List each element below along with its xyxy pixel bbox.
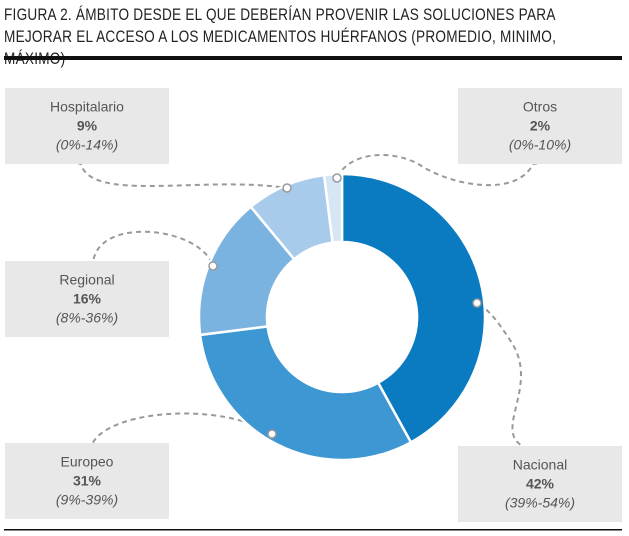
- connector: [91, 230, 214, 269]
- label-box: [458, 88, 622, 164]
- connector: [79, 159, 288, 189]
- footer-rule: [4, 529, 622, 531]
- category-label: Europeo: [61, 454, 114, 470]
- value-label: 31%: [73, 473, 102, 489]
- connector-dot: [208, 261, 218, 271]
- donut: [197, 172, 487, 462]
- donut-slice: [340, 172, 487, 445]
- connector: [476, 302, 538, 452]
- category-label: Regional: [59, 272, 114, 288]
- range-label: (8%-36%): [56, 310, 118, 326]
- category-label: Nacional: [513, 457, 567, 473]
- category-label: Otros: [523, 99, 557, 115]
- label-box: [5, 88, 169, 164]
- label-box: [5, 261, 169, 337]
- header-rule: [4, 56, 622, 60]
- value-label: 2%: [530, 118, 551, 134]
- chart-title: FIGURA 2. ÁMBITO DESDE EL QUE DEBERÍAN P…: [4, 5, 557, 68]
- connector-dot: [267, 429, 277, 439]
- range-label: (0%-14%): [56, 137, 118, 153]
- range-label: (0%-10%): [509, 137, 571, 153]
- value-label: 16%: [73, 291, 102, 307]
- label-box: [5, 443, 169, 519]
- value-label: 42%: [526, 476, 555, 492]
- label-box: [458, 446, 622, 522]
- value-label: 9%: [77, 118, 98, 134]
- category-label: Hospitalario: [50, 99, 124, 115]
- connector-dot: [282, 183, 292, 193]
- connector-dot: [332, 173, 342, 183]
- donut-slice: [322, 172, 344, 244]
- range-label: (39%-54%): [505, 495, 575, 511]
- connector: [336, 154, 536, 187]
- connector-dot: [472, 298, 482, 308]
- range-label: (9%-39%): [56, 492, 118, 508]
- donut-slice: [198, 325, 413, 462]
